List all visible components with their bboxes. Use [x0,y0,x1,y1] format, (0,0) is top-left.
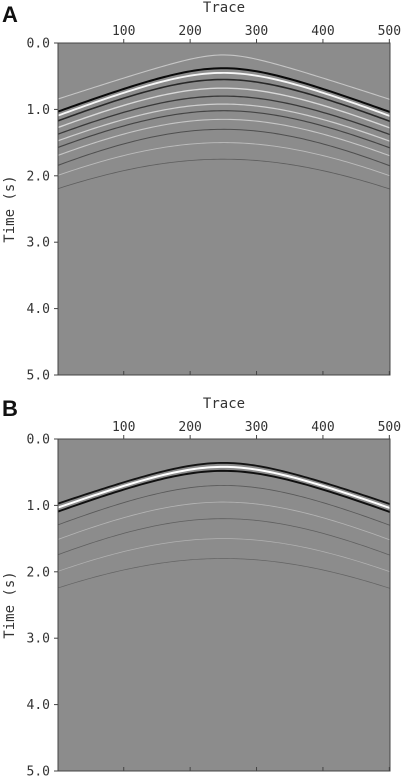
reflection-event [58,461,390,505]
y-tick-label: 5.0 [27,765,50,778]
reflection-event [58,485,390,526]
reflection-event [58,469,390,513]
x-axis-title: Trace [203,0,245,16]
reflection-event [58,71,390,117]
reflection-event [58,538,390,573]
y-tick-label: 0.0 [27,433,50,448]
plot-frame [57,438,391,772]
panel-letter: B [2,396,18,421]
reflection-event [58,128,390,167]
reflection-event [58,118,390,157]
y-tick-label: 0.0 [27,37,50,52]
reflection-event [58,518,390,556]
x-tick-label: 200 [178,24,201,39]
reflection-event [58,465,390,510]
x-tick-label: 400 [311,24,334,39]
x-tick-label: 200 [178,420,201,435]
x-tick-label: 100 [112,420,135,435]
x-tick-label: 300 [245,420,268,435]
reflection-event [58,142,390,177]
reflection-event [58,158,390,190]
reflection-event [58,78,390,123]
panel-a: A Trace 100 200 300 400 500 0.0 1.0 2.0 3.0 4.0 5.0 T… [2,0,401,384]
y-tick-label: 4.0 [27,302,50,317]
panel-b: B Trace 100 200 300 400 500 0.0 1.0 2.0 3.0 4.0 5.0 T… [2,396,401,778]
panel-letter: A [2,2,18,27]
reflection-event [58,54,390,100]
y-tick-label: 3.0 [27,236,50,251]
y-tick-label: 5.0 [27,369,50,384]
y-tick-label: 1.0 [27,499,50,514]
reflection-event [58,558,390,589]
y-tick-label: 2.0 [27,169,50,184]
reflection-event [58,103,390,142]
y-axis-title: Time (s) [2,175,18,242]
x-tick-label: 100 [112,24,135,39]
reflection-event [58,95,390,136]
x-tick-label: 400 [311,420,334,435]
x-tick-label: 500 [378,420,401,435]
reflection-event [58,67,390,114]
x-tick-label: 300 [245,24,268,39]
x-axis-title: Trace [203,396,245,412]
y-axis-title: Time (s) [2,571,18,638]
reflection-event [58,501,390,541]
plot-frame [57,42,391,376]
y-tick-label: 2.0 [27,565,50,580]
seismic-background [58,43,390,375]
y-tick-label: 4.0 [27,698,50,713]
seismic-background [58,439,390,771]
y-tick-label: 3.0 [27,632,50,647]
reflection-event [58,110,390,149]
x-tick-label: 500 [378,24,401,39]
y-tick-label: 1.0 [27,103,50,118]
reflection-event [58,87,390,129]
